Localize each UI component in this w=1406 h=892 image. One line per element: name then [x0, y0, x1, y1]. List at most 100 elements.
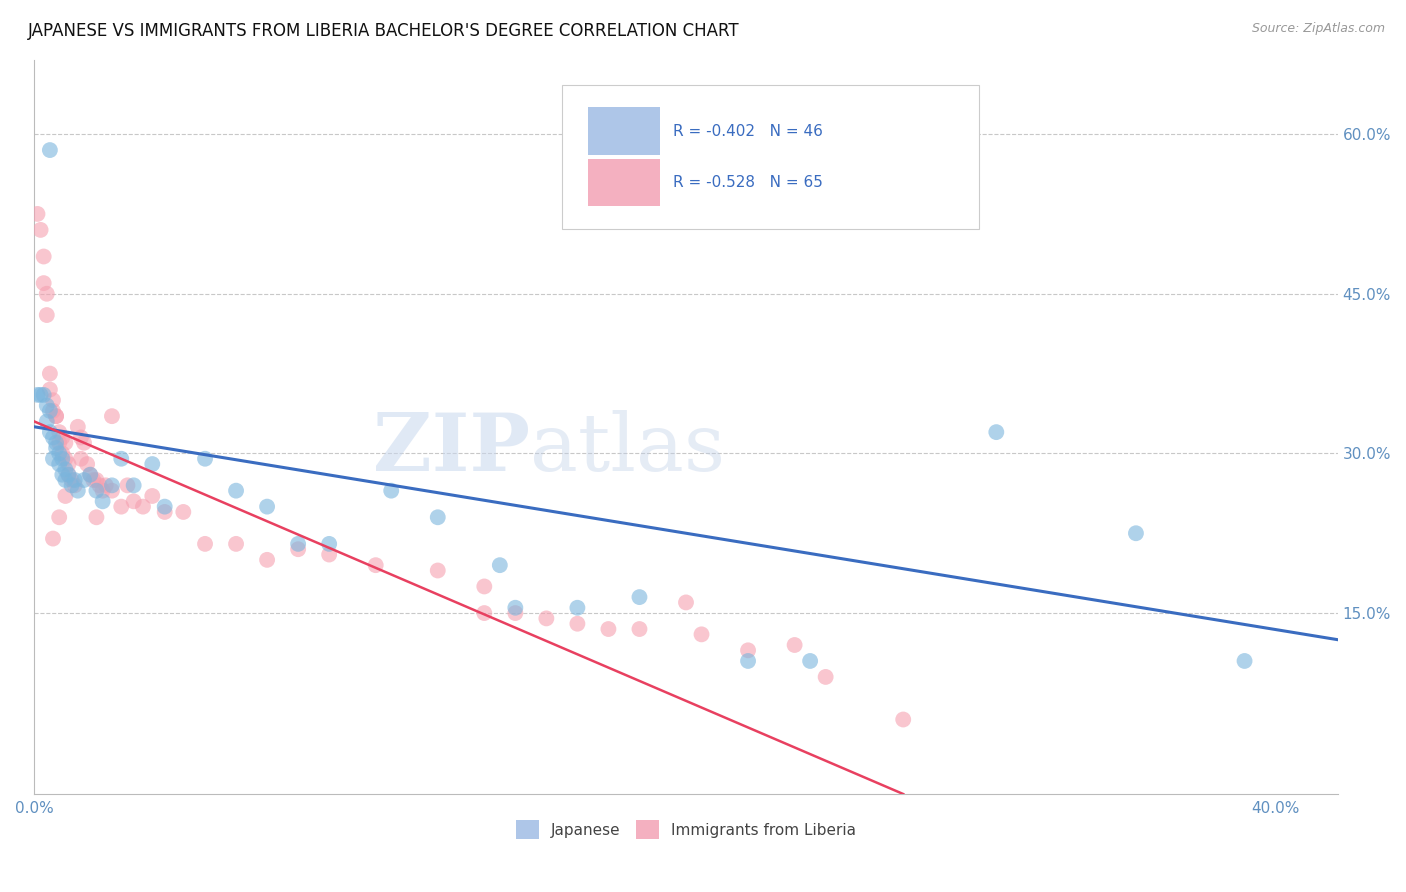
Point	[58, 457, 80, 471]
Point	[101, 409, 124, 424]
Point	[42, 532, 65, 546]
Point	[51, 430, 73, 444]
Point	[380, 483, 402, 498]
Point	[1233, 654, 1256, 668]
Point	[132, 500, 155, 514]
Point	[32, 388, 55, 402]
Point	[48, 435, 70, 450]
Point	[55, 489, 77, 503]
Point	[66, 419, 89, 434]
Point	[426, 510, 449, 524]
Point	[89, 478, 111, 492]
Point	[42, 451, 65, 466]
Point	[73, 473, 96, 487]
Point	[38, 383, 60, 397]
Legend: Japanese, Immigrants from Liberia: Japanese, Immigrants from Liberia	[510, 814, 862, 845]
Point	[91, 483, 114, 498]
Text: Source: ZipAtlas.com: Source: ZipAtlas.com	[1251, 22, 1385, 36]
FancyBboxPatch shape	[562, 86, 979, 228]
Point	[101, 478, 124, 492]
Point	[194, 537, 217, 551]
Point	[567, 600, 589, 615]
Point	[505, 600, 527, 615]
Point	[63, 478, 86, 492]
Point	[122, 478, 145, 492]
Point	[45, 435, 67, 450]
Point	[101, 483, 124, 498]
Point	[567, 616, 589, 631]
Point	[799, 654, 821, 668]
Point	[76, 457, 98, 471]
Point	[986, 425, 1008, 439]
Point	[32, 276, 55, 290]
Point	[51, 467, 73, 482]
Point	[27, 388, 49, 402]
Point	[86, 483, 108, 498]
Point	[783, 638, 806, 652]
Point	[58, 467, 80, 482]
Point	[70, 451, 93, 466]
Point	[55, 462, 77, 476]
Point	[891, 713, 914, 727]
Point	[225, 537, 247, 551]
Point	[66, 483, 89, 498]
Point	[82, 473, 104, 487]
Point	[110, 500, 132, 514]
Point	[122, 494, 145, 508]
Point	[35, 308, 58, 322]
Point	[737, 654, 759, 668]
Point	[58, 467, 80, 482]
Point	[55, 451, 77, 466]
Point	[51, 446, 73, 460]
Point	[51, 451, 73, 466]
Point	[110, 451, 132, 466]
Point	[737, 643, 759, 657]
Point	[287, 542, 309, 557]
Point	[38, 404, 60, 418]
Point	[38, 367, 60, 381]
Point	[55, 473, 77, 487]
Point	[45, 409, 67, 424]
Point	[30, 388, 52, 402]
Point	[318, 548, 340, 562]
Point	[86, 510, 108, 524]
Point	[48, 446, 70, 460]
Point	[675, 595, 697, 609]
Point	[153, 500, 176, 514]
Point	[42, 404, 65, 418]
Point	[45, 441, 67, 455]
Point	[472, 606, 495, 620]
Point	[27, 207, 49, 221]
Point	[35, 415, 58, 429]
Point	[45, 409, 67, 424]
Point	[690, 627, 713, 641]
Point	[42, 393, 65, 408]
Point	[628, 590, 651, 604]
Point	[38, 143, 60, 157]
Point	[141, 489, 163, 503]
Point	[172, 505, 194, 519]
Point	[598, 622, 620, 636]
Point	[48, 510, 70, 524]
Text: ZIP: ZIP	[373, 409, 530, 488]
Point	[48, 425, 70, 439]
Point	[1125, 526, 1147, 541]
FancyBboxPatch shape	[588, 159, 659, 206]
Point	[35, 286, 58, 301]
Point	[63, 473, 86, 487]
Text: R = -0.402   N = 46: R = -0.402 N = 46	[673, 124, 823, 139]
Text: atlas: atlas	[530, 409, 724, 488]
Text: R = -0.528   N = 65: R = -0.528 N = 65	[673, 176, 823, 191]
Point	[30, 223, 52, 237]
Point	[472, 579, 495, 593]
Point	[91, 494, 114, 508]
Point	[141, 457, 163, 471]
Point	[70, 430, 93, 444]
Point	[536, 611, 558, 625]
Point	[60, 473, 83, 487]
Point	[225, 483, 247, 498]
Point	[488, 558, 510, 573]
Point	[86, 473, 108, 487]
Point	[426, 564, 449, 578]
Point	[117, 478, 139, 492]
